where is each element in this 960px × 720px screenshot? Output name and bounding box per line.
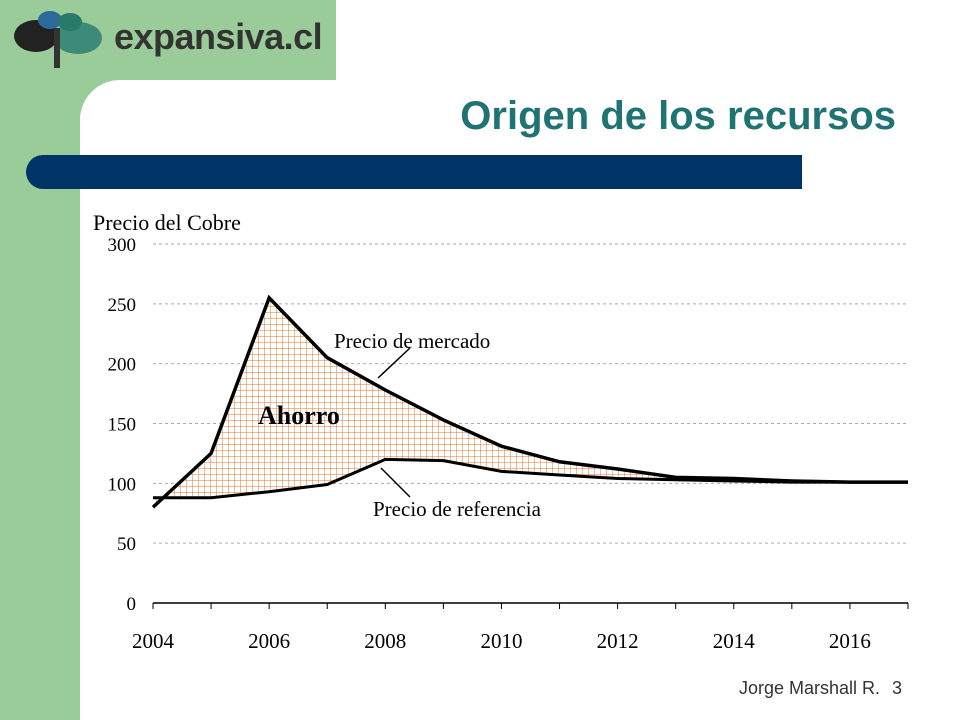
x-tick-label: 2004: [132, 629, 175, 653]
annotation-leader-mercado: [377, 347, 411, 379]
area-label: Ahorro: [258, 401, 340, 430]
series-line-precio-de-mercado: [151, 294, 908, 509]
header-bar: [26, 155, 802, 189]
y-tick-label: 50: [117, 534, 136, 555]
annotation-precio-de-mercado: Precio de mercado: [334, 329, 490, 353]
annotation-leader-referencia: [380, 467, 411, 498]
annotation-precio-de-referencia: Precio de referencia: [373, 497, 542, 521]
footer: Jorge Marshall R. 3: [727, 678, 902, 699]
page-number: 3: [891, 678, 902, 698]
y-tick-label: 100: [108, 474, 137, 495]
x-tick-label: 2012: [597, 629, 639, 653]
x-tick-label: 2008: [364, 629, 406, 653]
chart-title: Precio del Cobre: [93, 210, 241, 235]
y-tick-label: 0: [127, 594, 137, 615]
y-tick-label: 200: [108, 355, 137, 376]
content-corner: [80, 80, 160, 160]
y-tick-label: 150: [108, 415, 137, 436]
savings-area: [153, 297, 908, 508]
y-tick-label: 250: [108, 295, 137, 316]
author-name: Jorge Marshall R.: [738, 678, 880, 698]
x-tick-label: 2016: [829, 629, 871, 653]
x-tick-label: 2006: [248, 629, 290, 653]
y-tick-label: 300: [108, 235, 137, 256]
slide-title: Origen de los recursos: [460, 94, 896, 138]
x-tick-label: 2010: [480, 629, 522, 653]
x-tick-label: 2014: [713, 629, 756, 653]
logo-text: expansiva.cl: [114, 16, 323, 57]
tree-logo-icon: [14, 11, 102, 68]
left-green-band: [0, 0, 80, 720]
